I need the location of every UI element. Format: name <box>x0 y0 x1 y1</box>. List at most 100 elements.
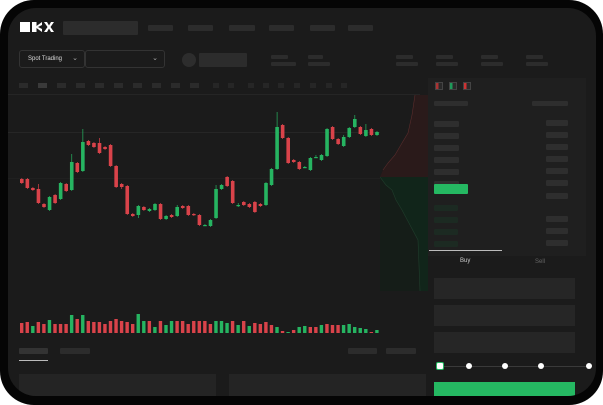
slider-step[interactable] <box>466 363 472 369</box>
volume-bar <box>225 323 229 333</box>
timeframe-button[interactable] <box>19 83 28 88</box>
orderbook-view-both-icon[interactable] <box>435 82 443 90</box>
volume-bar <box>242 321 246 333</box>
volume-bar <box>192 321 196 333</box>
timeframe-button[interactable] <box>133 83 142 88</box>
buy-button[interactable] <box>434 382 575 396</box>
chart-tool-icon[interactable] <box>310 83 316 88</box>
chart-tool-icon[interactable] <box>341 83 347 88</box>
volume-bar <box>258 324 263 333</box>
tab-sell[interactable]: Sell <box>535 259 546 265</box>
nav-item[interactable] <box>310 25 335 31</box>
timeframe-button[interactable] <box>76 83 85 88</box>
slider-thumb[interactable] <box>436 362 444 370</box>
orderbook-view-asks-icon[interactable] <box>463 82 471 90</box>
chart-tool-icon[interactable] <box>326 83 332 88</box>
volume-bar <box>236 325 240 333</box>
market-select[interactable]: Spot Trading ⌄ <box>19 50 85 68</box>
ask-size <box>546 132 568 138</box>
nav-item[interactable] <box>229 25 255 31</box>
candle-body <box>291 160 296 162</box>
candle-body <box>86 141 91 145</box>
slider-step[interactable] <box>502 363 508 369</box>
orderbook-panel <box>428 78 586 256</box>
nav-item[interactable] <box>188 25 213 31</box>
candle <box>291 159 296 163</box>
candle <box>164 215 168 220</box>
filter-button[interactable] <box>348 348 377 354</box>
volume-bar <box>286 332 290 333</box>
total-input[interactable] <box>434 332 575 353</box>
timeframe-button[interactable] <box>57 83 66 88</box>
candle-body <box>341 137 346 146</box>
chart-tool-icon[interactable] <box>278 83 284 88</box>
candle-body <box>375 132 379 135</box>
candle <box>236 203 241 207</box>
candle <box>319 154 324 161</box>
candle <box>180 205 185 209</box>
volume-bar <box>297 327 301 333</box>
orderbook-header <box>434 101 468 106</box>
volume-bar <box>264 322 268 333</box>
candle-body <box>269 169 274 185</box>
timeframe-button[interactable] <box>152 83 161 88</box>
candle-body <box>136 206 141 215</box>
chart-tool-icon[interactable] <box>294 83 300 88</box>
timeframe-button[interactable] <box>95 83 104 88</box>
chart-tool-icon[interactable] <box>213 83 219 88</box>
tab-order-history[interactable] <box>60 348 90 354</box>
candle <box>203 224 207 227</box>
ask-size <box>546 193 568 199</box>
timeframe-button[interactable] <box>190 83 199 88</box>
slider-step[interactable] <box>538 363 544 369</box>
nav-item[interactable] <box>348 25 373 31</box>
chart-tool-icon[interactable] <box>263 83 269 88</box>
search-placeholder[interactable] <box>63 21 138 35</box>
candle <box>286 137 290 164</box>
chart-tool-icon[interactable] <box>248 83 254 88</box>
tab-buy[interactable]: Buy <box>460 258 471 264</box>
volume-bar <box>353 327 357 333</box>
candle-body <box>303 167 307 169</box>
timeframe-button[interactable] <box>114 83 123 88</box>
candle <box>353 115 357 128</box>
trading-screen: Spot Trading ⌄ ⌄ Buy Sell <box>8 8 596 396</box>
candle-body <box>119 184 124 187</box>
candle-body <box>330 127 335 139</box>
volume-bar <box>36 322 41 333</box>
stat-label <box>308 55 323 59</box>
candlestick-chart[interactable] <box>8 103 388 343</box>
orders-card <box>19 374 216 396</box>
candle-body <box>175 207 179 216</box>
price-input[interactable] <box>434 278 575 299</box>
leverage-slider[interactable] <box>436 362 592 370</box>
pair-select[interactable]: ⌄ <box>85 50 165 68</box>
timeframe-button[interactable] <box>171 83 180 88</box>
candle-body <box>264 183 268 205</box>
slider-step[interactable] <box>586 363 592 369</box>
timeframe-button[interactable] <box>38 83 47 88</box>
candle-body <box>258 204 263 206</box>
volume-bar <box>75 319 79 333</box>
volume-bar <box>341 325 346 333</box>
nav-item[interactable] <box>148 25 173 31</box>
orderbook-view-bids-icon[interactable] <box>449 82 457 90</box>
volume-bar <box>108 321 113 333</box>
candle-body <box>75 163 80 172</box>
volume-bar <box>369 332 374 333</box>
tab-open-orders[interactable] <box>19 348 48 354</box>
candle <box>158 203 163 220</box>
candle <box>186 205 191 216</box>
stat-label <box>396 55 413 59</box>
stat-value <box>436 62 458 66</box>
volume-bar <box>42 324 46 333</box>
volume-bar <box>197 321 201 333</box>
nav-item[interactable] <box>269 25 294 31</box>
chart-tool-icon[interactable] <box>228 83 234 88</box>
candle-body <box>36 189 41 203</box>
amount-input[interactable] <box>434 305 575 326</box>
bid-price <box>434 229 458 235</box>
bid-price <box>434 217 458 223</box>
filter-button[interactable] <box>386 348 416 354</box>
candle-body <box>131 214 135 216</box>
